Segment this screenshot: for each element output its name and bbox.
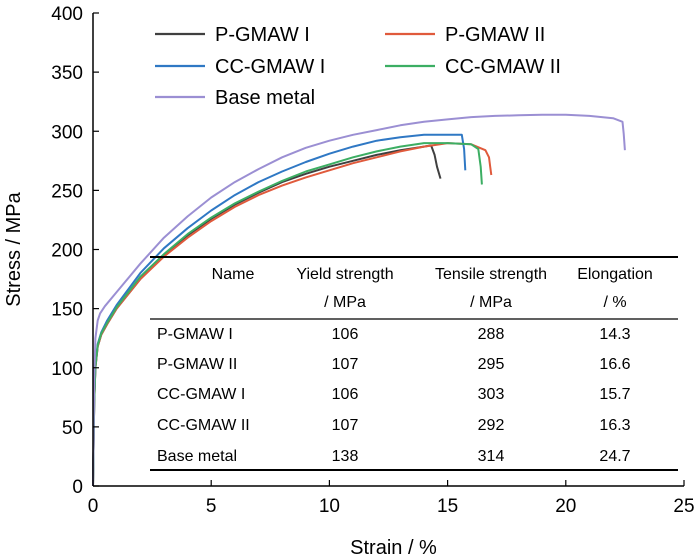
series-line-1 <box>92 144 442 487</box>
table-cell-r2-c4: 16.6 <box>599 356 630 373</box>
x-tick-label: 10 <box>319 496 340 517</box>
legend-label-4: CC-GMAW II <box>445 56 561 78</box>
table-cell-r3-c2: 106 <box>332 386 359 403</box>
y-axis-title: Stress / MPa <box>3 191 25 306</box>
table-header-unit-4: / % <box>603 294 626 311</box>
series-line-4 <box>92 142 483 487</box>
table-cell-r5-c1: Base metal <box>157 448 237 465</box>
table-cell-r5-c2: 138 <box>332 448 359 465</box>
table-cell-r3-c4: 15.7 <box>599 386 630 403</box>
table-cell-r1-c1: P-GMAW I <box>157 326 233 343</box>
y-tick-label: 300 <box>51 122 83 143</box>
legend-label-2: P-GMAW II <box>445 24 545 46</box>
series-line-5 <box>92 113 626 487</box>
y-tick-label: 400 <box>51 4 83 25</box>
y-tick-label: 250 <box>51 181 83 202</box>
table-header-4: Elongation <box>577 266 653 283</box>
table-cell-r3-c1: CC-GMAW I <box>157 386 245 403</box>
series-line-2 <box>92 142 493 487</box>
table-header-unit-3: / MPa <box>470 294 512 311</box>
table-cell-r4-c2: 107 <box>332 417 359 434</box>
series-layer <box>92 113 626 487</box>
y-tick-label: 50 <box>62 418 83 439</box>
axes-layer: 0 50 100 150 200 250 300 350 400 0 5 10 15 20 25 <box>51 4 694 517</box>
legend-label-1: P-GMAW I <box>215 24 310 46</box>
table-cell-r1-c2: 106 <box>332 326 359 343</box>
y-tick-label: 350 <box>51 63 83 84</box>
y-tick-label: 0 <box>72 477 83 498</box>
x-tick-label: 25 <box>673 496 694 517</box>
legend-label-3: CC-GMAW I <box>215 56 325 78</box>
x-tick-label: 15 <box>437 496 458 517</box>
table-header-3: Tensile strength <box>435 266 547 283</box>
table-cell-r3-c3: 303 <box>478 386 505 403</box>
properties-table: Name Yield strength / MPa Tensile strength /… <box>150 256 678 471</box>
table-cell-r5-c3: 314 <box>478 448 505 465</box>
y-tick-label: 200 <box>51 241 83 262</box>
table-header-unit-2: / MPa <box>324 294 366 311</box>
table-cell-r1-c3: 288 <box>478 326 505 343</box>
y-tick-label: 150 <box>51 300 83 321</box>
x-tick-label: 0 <box>88 496 99 517</box>
table-cell-r4-c4: 16.3 <box>599 417 630 434</box>
table-cell-r2-c2: 107 <box>332 356 359 373</box>
table-header-1: Name <box>212 266 255 283</box>
legend: P-GMAW I P-GMAW II CC-GMAW I CC-GMAW II Base… <box>155 24 561 109</box>
x-tick-label: 20 <box>555 496 576 517</box>
y-tick-label: 100 <box>51 359 83 380</box>
table-cell-r1-c4: 14.3 <box>599 326 630 343</box>
x-axis-title: Strain / % <box>350 537 437 559</box>
table-cell-r5-c4: 24.7 <box>599 448 630 465</box>
table-cell-r2-c3: 295 <box>478 356 505 373</box>
table-cell-r2-c1: P-GMAW II <box>157 356 237 373</box>
table-cell-r4-c3: 292 <box>478 417 505 434</box>
x-tick-label: 5 <box>206 496 217 517</box>
table-cell-r4-c1: CC-GMAW II <box>157 417 250 434</box>
legend-label-5: Base metal <box>215 87 315 109</box>
table-header-2: Yield strength <box>296 266 393 283</box>
